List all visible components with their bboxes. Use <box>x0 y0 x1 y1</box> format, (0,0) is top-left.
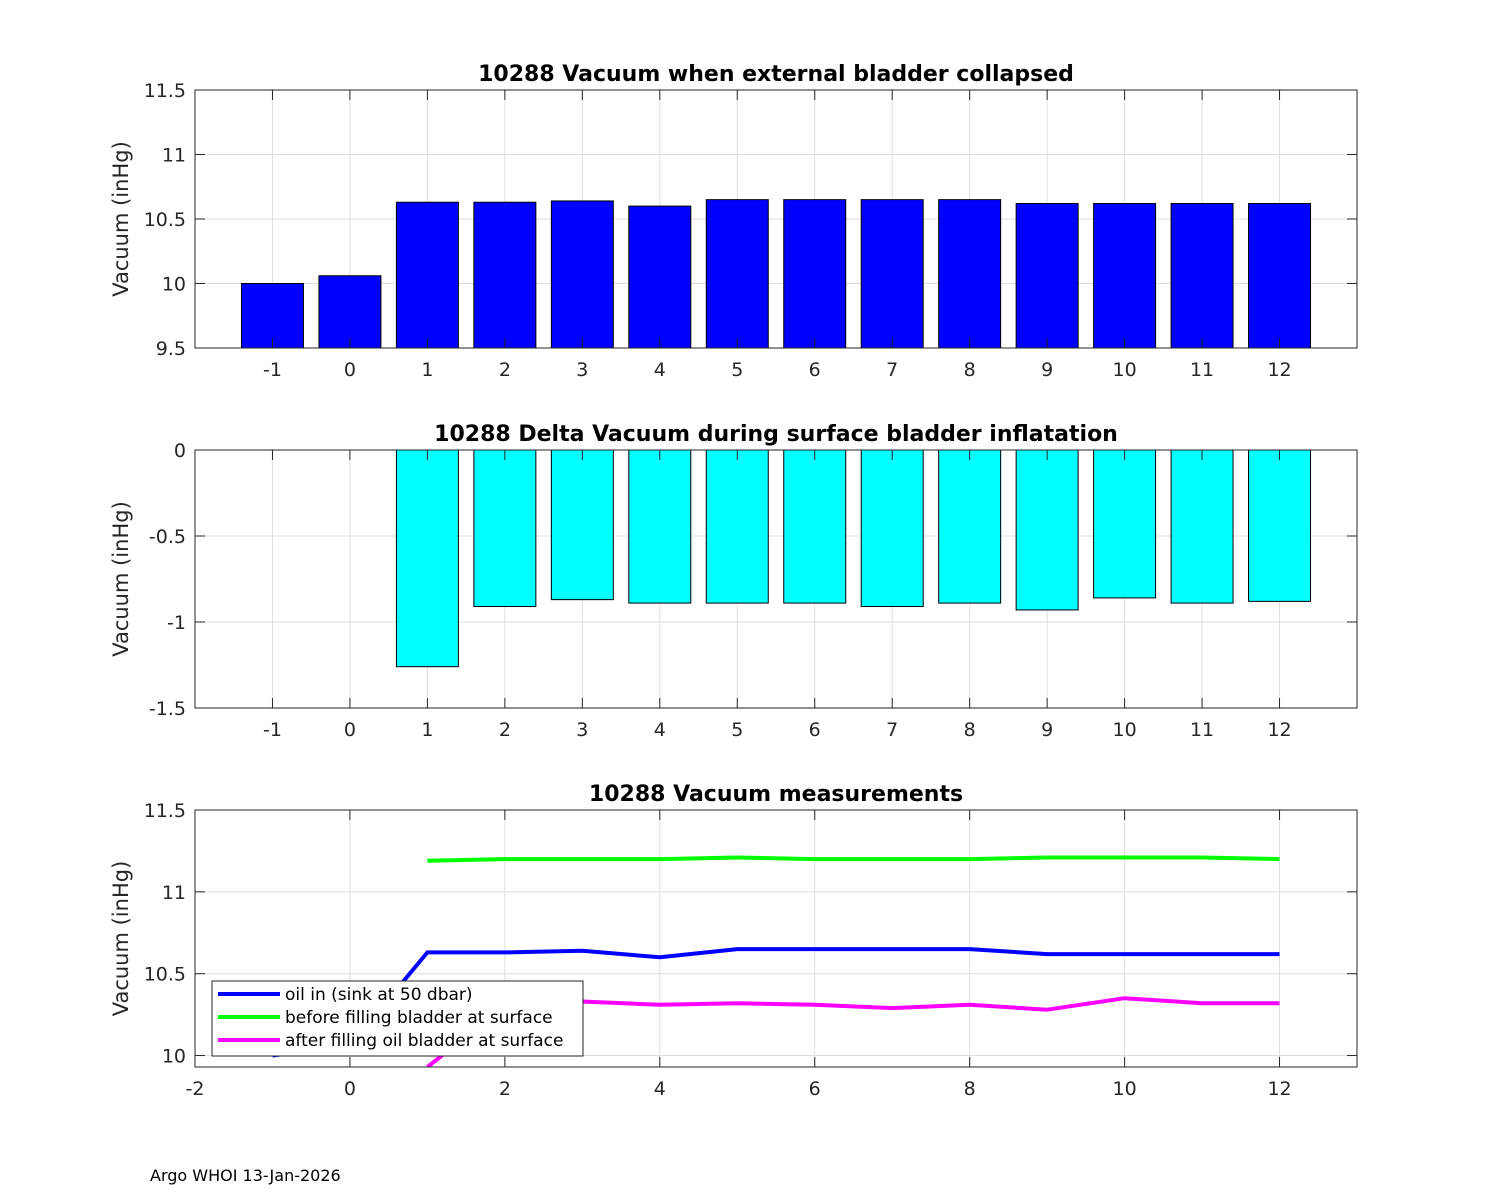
x-tick-label: 3 <box>576 359 588 381</box>
x-tick-label: 8 <box>964 1078 976 1100</box>
x-tick-label: 10 <box>1113 1078 1137 1100</box>
bar <box>395 201 459 349</box>
chart-title: 10288 Delta Vacuum during surface bladde… <box>434 422 1118 447</box>
x-tick-label: 2 <box>499 719 511 741</box>
legend-label-3: after filling oil bladder at surface <box>285 1031 563 1051</box>
bar <box>628 449 692 604</box>
x-tick-label: 2 <box>499 1078 511 1100</box>
x-tick-label: 1 <box>421 359 433 381</box>
y-tick-label: 10.5 <box>144 964 186 986</box>
y-tick-label: 10 <box>162 1046 186 1068</box>
y-tick-label: -0.5 <box>149 526 186 548</box>
bar <box>860 449 924 608</box>
x-tick-label: 5 <box>731 719 743 741</box>
x-tick-label: -1 <box>263 719 282 741</box>
legend: oil in (sink at 50 dbar) before filling b… <box>211 980 584 1057</box>
bar <box>783 199 847 349</box>
y-tick-label: -1.5 <box>149 698 186 720</box>
x-tick-label: 12 <box>1267 359 1291 381</box>
bar <box>705 449 769 604</box>
x-tick-label: 11 <box>1190 719 1214 741</box>
y-axis-label: Vacuum (inHg) <box>109 501 133 657</box>
x-tick-label: 9 <box>1041 359 1053 381</box>
y-tick-label: 11.5 <box>144 80 186 102</box>
bar <box>1170 203 1234 349</box>
bar <box>1015 449 1079 611</box>
x-tick-label: 0 <box>344 1078 356 1100</box>
x-tick-label: 4 <box>654 719 666 741</box>
bar <box>938 449 1002 604</box>
bar <box>550 200 614 349</box>
chart-title: 10288 Vacuum measurements <box>589 782 963 807</box>
bar <box>1248 203 1312 349</box>
legend-label-2: before filling bladder at surface <box>285 1008 553 1028</box>
x-tick-label: 12 <box>1267 719 1291 741</box>
bar <box>473 201 537 349</box>
legend-label-1: oil in (sink at 50 dbar) <box>285 985 473 1005</box>
chart-title: 10288 Vacuum when external bladder colla… <box>478 62 1074 87</box>
bar <box>473 449 537 608</box>
bar <box>550 449 614 601</box>
y-tick-label: 10 <box>162 274 186 296</box>
x-tick-label: 6 <box>809 719 821 741</box>
y-tick-label: -1 <box>167 612 186 634</box>
y-tick-label: 11.5 <box>144 800 186 822</box>
x-tick-label: -1 <box>263 359 282 381</box>
x-tick-label: 7 <box>886 719 898 741</box>
bar <box>860 199 924 349</box>
bar <box>1015 203 1079 349</box>
x-tick-label: 10 <box>1113 719 1137 741</box>
x-tick-label: 10 <box>1113 359 1137 381</box>
bar <box>938 199 1002 349</box>
bar <box>395 449 459 668</box>
x-tick-label: 3 <box>576 719 588 741</box>
y-tick-label: 10.5 <box>144 209 186 231</box>
x-tick-label: 7 <box>886 359 898 381</box>
bar <box>1093 449 1157 599</box>
bar <box>1248 449 1312 602</box>
x-tick-label: 1 <box>421 719 433 741</box>
y-tick-label: 11 <box>162 145 186 167</box>
axes-box <box>194 449 1358 709</box>
y-axis-label: Vacuum (inHg) <box>109 861 133 1017</box>
y-tick-label: 11 <box>162 882 186 904</box>
x-tick-label: 12 <box>1267 1078 1291 1100</box>
x-tick-label: 4 <box>654 359 666 381</box>
plot-area <box>195 450 1357 708</box>
y-tick-label: 0 <box>174 440 186 462</box>
x-tick-label: 11 <box>1190 359 1214 381</box>
bar <box>783 449 847 604</box>
bar <box>628 205 692 349</box>
x-tick-label: 6 <box>809 359 821 381</box>
bar <box>705 199 769 349</box>
x-tick-label: 8 <box>964 719 976 741</box>
x-tick-label: 2 <box>499 359 511 381</box>
bar <box>1170 449 1234 604</box>
bar <box>1093 203 1157 349</box>
x-tick-label: 5 <box>731 359 743 381</box>
bar <box>318 275 382 349</box>
y-tick-label: 9.5 <box>156 338 186 360</box>
series-line-2 <box>427 855 1280 863</box>
series-line-1 <box>272 947 1280 1058</box>
x-tick-label: 6 <box>809 1078 821 1100</box>
y-axis-label: Vacuum (inHg) <box>109 141 133 297</box>
x-tick-label: 0 <box>344 359 356 381</box>
x-tick-label: 8 <box>964 359 976 381</box>
chart-panel-3: -2 0 2 4 6 8 10 12 10 10.5 11 11.5 10288 Vacuum meas… <box>109 782 1358 1100</box>
x-tick-label: 0 <box>344 719 356 741</box>
axes-box <box>194 809 1358 1068</box>
footer-text: Argo WHOI 13-Jan-2026 <box>150 1166 341 1185</box>
x-tick-label: -2 <box>186 1078 205 1100</box>
x-tick-label: 9 <box>1041 719 1053 741</box>
x-tick-label: 4 <box>654 1078 666 1100</box>
